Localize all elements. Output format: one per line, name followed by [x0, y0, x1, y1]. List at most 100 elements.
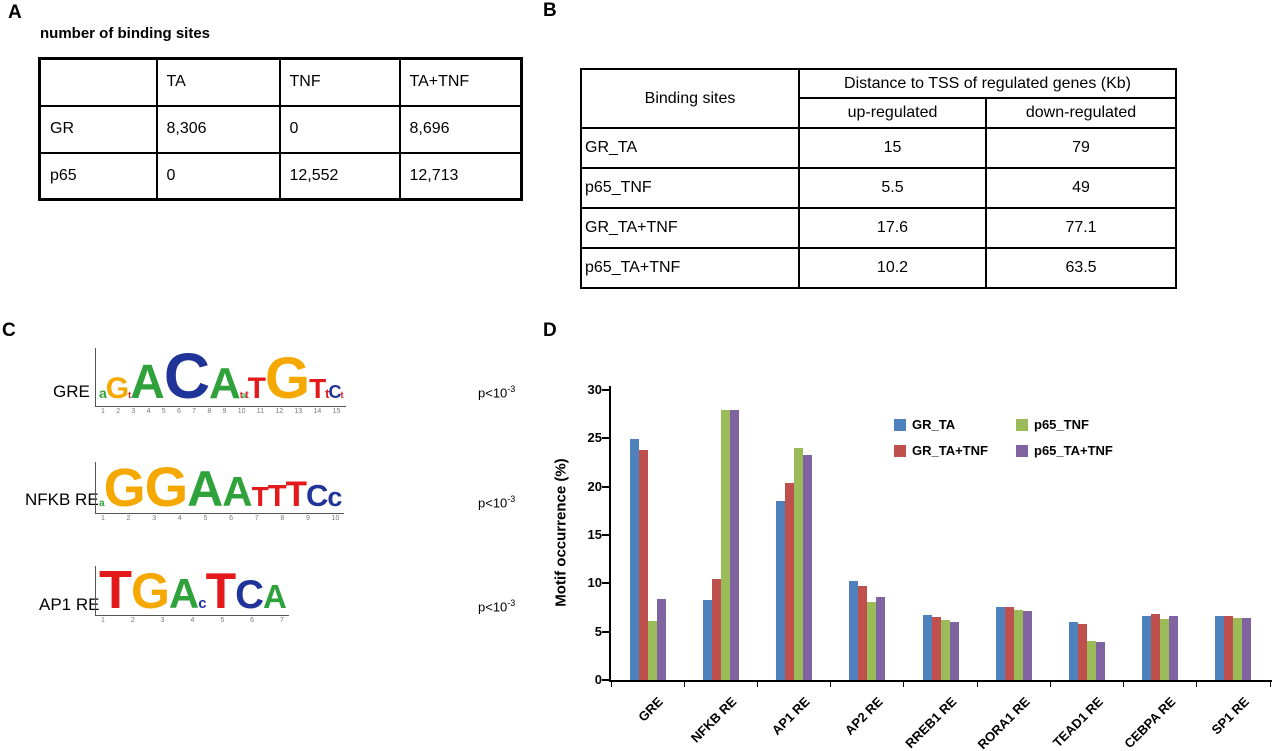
- table-row: p65_TNF 5.5 49: [580, 167, 1178, 209]
- bar-GR_TA+TNF-TEAD1 RE: [1077, 623, 1087, 680]
- y-tick-label: 30: [587, 382, 602, 397]
- bar-p65_TA+TNF-AP1 RE: [803, 454, 813, 680]
- header-cell: [38, 57, 158, 107]
- pvalue-ap1: p<10-3: [478, 598, 515, 614]
- x-category-label: RORA1 RE: [974, 694, 1033, 751]
- row-label-cell: GR_TA: [580, 127, 800, 169]
- logo-letter: c: [327, 482, 342, 512]
- data-cell: 0: [278, 104, 401, 154]
- bar-p65_TA+TNF-SP1 RE: [1242, 618, 1252, 680]
- legend-swatch: [1016, 418, 1028, 431]
- bar-p65_TNF-RREB1 RE: [940, 620, 950, 680]
- bar-p65_TA+TNF-AP2 RE: [876, 596, 886, 680]
- header-cell: Distance to TSS of regulated genes (Kb): [797, 68, 1178, 99]
- bar-chart-plot-area: [611, 390, 1270, 680]
- bar-GR_TA-TEAD1 RE: [1068, 622, 1078, 680]
- logo-letter: t: [325, 386, 329, 401]
- bar-GR_TA+TNF-AP1 RE: [785, 482, 795, 680]
- logo-letter: t: [128, 390, 131, 400]
- bar-GR_TA+TNF-AP2 RE: [858, 586, 868, 680]
- x-category-label: SP1 RE: [1208, 694, 1252, 738]
- data-cell: 12,552: [278, 151, 401, 201]
- bar-GR_TA+TNF-NFKB RE: [711, 578, 721, 680]
- data-cell: 12,713: [398, 151, 523, 201]
- bar-p65_TA+TNF-RORA1 RE: [1022, 611, 1032, 680]
- pvalue-text: p<10: [478, 385, 508, 401]
- chart-legend: GR_TA p65_TNF GR_TA+TNF p65_TA+TNF: [894, 417, 1113, 458]
- panel-d-label: D: [543, 320, 557, 341]
- data-cell: 17.6: [798, 207, 987, 249]
- bar-p65_TNF-AP1 RE: [794, 448, 804, 680]
- logo-letter: G: [264, 346, 310, 411]
- legend-item-p65_TA+TNF: p65_TA+TNF: [1016, 443, 1113, 458]
- table-row: p65 0 12,552 12,713: [38, 151, 523, 201]
- logo-letter: a: [99, 385, 107, 401]
- data-cell: 8,696: [398, 104, 523, 154]
- legend-label: p65_TA+TNF: [1034, 443, 1113, 458]
- legend-label: p65_TNF: [1034, 417, 1089, 432]
- x-axis-line: [609, 680, 1272, 682]
- logo-letter: C: [235, 573, 264, 617]
- legend-swatch: [894, 444, 906, 457]
- table-row: GR_TA+TNF 17.6 77.1: [580, 207, 1178, 249]
- logo-letter: a: [99, 498, 104, 509]
- bar-GR_TA+TNF-RORA1 RE: [1004, 606, 1014, 680]
- x-category-label: RREB1 RE: [902, 694, 960, 751]
- logo-letter: T: [267, 478, 287, 513]
- bar-p65_TNF-AP2 RE: [867, 601, 877, 680]
- data-cell: 79: [984, 127, 1178, 169]
- y-axis-tick-labels: 0 5 10 15 20 25 30: [558, 382, 602, 687]
- data-cell: 77.1: [984, 207, 1178, 249]
- y-tick-label: 10: [587, 575, 602, 591]
- logo-letter: C: [328, 382, 342, 402]
- table-row: GR_TA 15 79: [580, 127, 1178, 169]
- logo-letter: A: [130, 356, 165, 409]
- logo-letter: a: [241, 391, 247, 400]
- y-tick-label: 20: [587, 478, 602, 494]
- data-cell: 0: [155, 151, 281, 201]
- y-tick-label: 0: [594, 672, 602, 687]
- bar-GR_TA-GRE: [629, 439, 639, 680]
- pvalue-exponent: -3: [507, 384, 516, 394]
- pvalue-exponent: -3: [507, 598, 516, 608]
- legend-item-GR_TA+TNF: GR_TA+TNF: [894, 443, 1016, 458]
- logo-letter: A: [209, 359, 241, 408]
- x-axis-tick-marks: [610, 682, 1271, 688]
- panel-b-label: B: [543, 0, 557, 21]
- logo-letter: T: [99, 560, 132, 620]
- logo-letter: G: [105, 372, 129, 405]
- pvalue-text: p<10: [478, 599, 508, 615]
- row-label-cell: p65_TNF: [580, 167, 800, 209]
- legend-item-p65_TNF: p65_TNF: [1016, 417, 1113, 432]
- pvalue-text: p<10: [478, 495, 508, 511]
- row-label-cell: p65: [38, 151, 158, 201]
- logo-letter: A: [187, 461, 223, 517]
- header-cell: TNF: [278, 57, 401, 107]
- y-tick-label: 25: [587, 430, 602, 446]
- pvalue-exponent: -3: [507, 494, 516, 504]
- bar-p65_TA+TNF-TEAD1 RE: [1095, 642, 1105, 680]
- logo-letter: T: [247, 372, 266, 405]
- x-category-label: AP2 RE: [842, 694, 886, 738]
- header-cell: Binding sites: [580, 68, 800, 129]
- data-cell: 5.5: [798, 167, 987, 209]
- logo-letter: A: [222, 468, 252, 515]
- data-cell: 15: [798, 127, 987, 169]
- table-header-row: Binding sites Distance to TSS of regulat…: [580, 68, 1178, 129]
- bar-GR_TA+TNF-RREB1 RE: [931, 617, 941, 680]
- logo-letter: C: [306, 478, 328, 513]
- y-tick-label: 15: [587, 527, 602, 542]
- logo-letter: T: [285, 475, 307, 514]
- bar-GR_TA-SP1 RE: [1215, 616, 1225, 680]
- motif-name-gre: GRE: [53, 382, 90, 401]
- panel-c-label: C: [2, 320, 16, 341]
- bar-GR_TA-AP1 RE: [776, 501, 786, 680]
- pvalue-gre: p<10-3: [478, 384, 515, 400]
- logo-letter: A: [168, 570, 199, 617]
- bar-GR_TA-CEBPA RE: [1142, 616, 1152, 680]
- table-subheader-row: up-regulated down-regulated: [581, 97, 1178, 129]
